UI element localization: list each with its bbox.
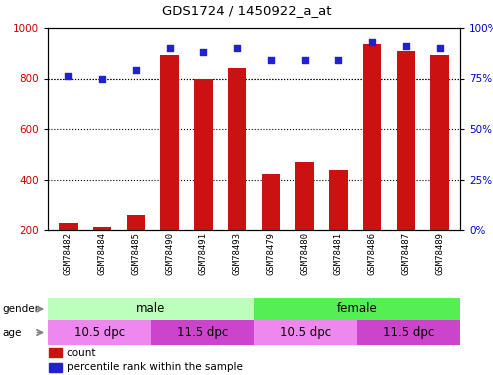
- Text: GSM78487: GSM78487: [401, 232, 411, 275]
- Text: GSM78485: GSM78485: [131, 232, 141, 275]
- Text: count: count: [67, 348, 96, 357]
- Bar: [49, 363, 62, 372]
- Point: [233, 45, 241, 51]
- Bar: [295, 162, 314, 230]
- Text: GSM78481: GSM78481: [334, 232, 343, 275]
- Text: 10.5 dpc: 10.5 dpc: [74, 326, 125, 339]
- Bar: [93, 228, 111, 230]
- Point: [166, 45, 174, 51]
- Bar: [397, 51, 415, 230]
- Bar: [48, 298, 254, 320]
- Text: GSM78493: GSM78493: [233, 232, 242, 275]
- Bar: [59, 223, 77, 230]
- Text: percentile rank within the sample: percentile rank within the sample: [67, 363, 243, 372]
- Text: 10.5 dpc: 10.5 dpc: [280, 326, 331, 339]
- Bar: [254, 320, 357, 345]
- Text: GSM78490: GSM78490: [165, 232, 174, 275]
- Text: GSM78480: GSM78480: [300, 232, 309, 275]
- Text: GSM78491: GSM78491: [199, 232, 208, 275]
- Text: GSM78489: GSM78489: [435, 232, 444, 275]
- Bar: [160, 55, 179, 230]
- Point: [334, 57, 342, 63]
- Text: male: male: [136, 303, 166, 315]
- Text: GSM78482: GSM78482: [64, 232, 73, 275]
- Text: 11.5 dpc: 11.5 dpc: [177, 326, 228, 339]
- Bar: [49, 348, 62, 357]
- Text: gender: gender: [2, 304, 39, 314]
- Text: GDS1724 / 1450922_a_at: GDS1724 / 1450922_a_at: [162, 4, 331, 17]
- Bar: [430, 55, 449, 230]
- Point: [368, 39, 376, 45]
- Point: [64, 74, 72, 80]
- Bar: [151, 320, 254, 345]
- Bar: [127, 215, 145, 230]
- Bar: [48, 320, 151, 345]
- Bar: [363, 44, 382, 230]
- Bar: [357, 320, 460, 345]
- Point: [98, 75, 106, 81]
- Text: 11.5 dpc: 11.5 dpc: [383, 326, 434, 339]
- Point: [402, 43, 410, 49]
- Bar: [194, 78, 212, 230]
- Point: [199, 49, 207, 55]
- Point: [132, 68, 140, 74]
- Text: age: age: [2, 327, 22, 338]
- Text: female: female: [337, 303, 377, 315]
- Text: GSM78486: GSM78486: [368, 232, 377, 275]
- Point: [436, 45, 444, 51]
- Text: GSM78484: GSM78484: [98, 232, 106, 275]
- Point: [267, 57, 275, 63]
- Text: GSM78479: GSM78479: [266, 232, 276, 275]
- Point: [301, 57, 309, 63]
- Bar: [228, 68, 246, 230]
- Bar: [254, 298, 460, 320]
- Bar: [329, 170, 348, 230]
- Bar: [262, 174, 280, 230]
